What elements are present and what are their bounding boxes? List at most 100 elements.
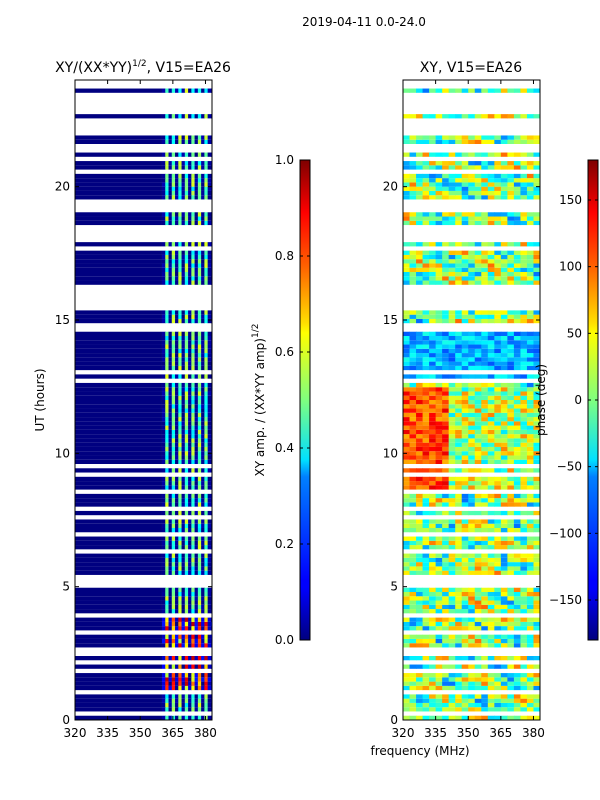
amplitude-cell [165, 173, 170, 179]
phase-cbar-tick-label: −50 [557, 460, 582, 474]
phase-cell [468, 634, 476, 639]
amplitude-cell [191, 195, 196, 200]
phase-cell [474, 212, 482, 217]
amplitude-cell [161, 553, 166, 558]
phase-cell [416, 434, 424, 439]
amplitude-cell [207, 694, 212, 699]
amplitude-cell [165, 540, 170, 546]
phase-cell [520, 348, 528, 354]
amplitude-cell [207, 344, 212, 349]
phase-cell [416, 587, 424, 592]
phase-cell [409, 212, 417, 217]
amplitude-cell [194, 609, 199, 614]
phase-cell [442, 553, 450, 558]
amplitude-cell [171, 621, 176, 627]
phase-cell [500, 318, 508, 324]
phase-cell [481, 361, 489, 366]
phase-cell [481, 365, 489, 371]
amplitude-cell [165, 272, 170, 277]
amplitude-cell [201, 353, 205, 358]
amplitude-cell [204, 310, 209, 315]
phase-cell [409, 365, 417, 371]
amplitude-cell [178, 165, 183, 170]
phase-cell [422, 314, 430, 319]
amplitude-cell [161, 152, 166, 157]
amplitude-cell [188, 656, 192, 661]
phase-cell [533, 331, 540, 336]
phase-cell [429, 685, 437, 691]
amplitude-cell [201, 587, 205, 592]
phase-cell [474, 626, 482, 631]
phase-cell [416, 715, 424, 720]
amplitude-cell [161, 438, 166, 443]
amplitude-cell [188, 681, 192, 686]
amplitude-cell [201, 400, 205, 405]
phase-cell [409, 536, 417, 541]
phase-cell [468, 429, 476, 435]
phase-cell [435, 681, 443, 686]
amplitude-cell [168, 656, 173, 661]
phase-cell [494, 429, 502, 435]
phase-cell [468, 481, 476, 486]
phase-cell [494, 698, 502, 703]
phase-cell [409, 685, 417, 691]
amplitude-cell [181, 442, 186, 447]
amplitude-cell [210, 195, 212, 200]
phase-cell [442, 242, 450, 247]
amplitude-cell [194, 523, 199, 528]
phase-cell [448, 88, 456, 93]
phase-cell [487, 280, 495, 285]
amplitude-cell [197, 707, 202, 712]
amplitude-cell [204, 540, 209, 546]
phase-cell [520, 442, 528, 447]
amplitude-cell [191, 161, 196, 166]
amplitude-cell [204, 276, 209, 281]
phase-cell [474, 259, 482, 264]
amplitude-cell [188, 408, 192, 413]
amplitude-cell [210, 707, 212, 712]
amplitude-cell [161, 481, 166, 486]
phase-cell [513, 220, 521, 226]
amplitude-cell [188, 348, 192, 354]
phase-cell [468, 604, 476, 610]
phase-cell [461, 357, 469, 362]
phase-cell [416, 557, 424, 563]
phase-cell [481, 220, 489, 226]
amplitude-cell [184, 182, 189, 187]
amplitude-cell [191, 387, 196, 392]
amplitude-cell [168, 263, 173, 268]
amplitude-cell [168, 557, 173, 563]
phase-cell [474, 702, 482, 708]
amplitude-cell [191, 340, 196, 345]
phase-cell [481, 314, 489, 319]
phase-cell [500, 621, 508, 627]
phase-cell [487, 664, 495, 669]
amplitude-cell [201, 536, 205, 541]
phase-cell [442, 638, 450, 644]
amplitude-cell [191, 540, 196, 546]
phase-cell [468, 391, 476, 396]
phase-cell [429, 587, 437, 592]
amplitude-cell [204, 314, 209, 319]
phase-cell [429, 596, 437, 601]
phase-cell [474, 592, 482, 597]
amplitude-cell [184, 318, 189, 324]
phase-cell [455, 510, 463, 516]
phase-cell [513, 698, 521, 703]
phase-cell [403, 681, 411, 686]
phase-cell [474, 220, 482, 226]
amplitude-cell [201, 493, 205, 499]
phase-cell [461, 451, 469, 456]
phase-cell [435, 553, 443, 558]
amplitude-cell [197, 553, 202, 558]
phase-cell [461, 382, 469, 388]
phase-cell [422, 540, 430, 546]
phase-cell [500, 664, 508, 669]
phase-cell [403, 216, 411, 221]
figure-suptitle: 2019-04-11 0.0-24.0 [302, 15, 426, 29]
phase-cell [487, 702, 495, 708]
amplitude-cell [161, 408, 166, 413]
phase-cell [409, 404, 417, 409]
amplitude-cell [181, 357, 186, 362]
phase-cell [494, 634, 502, 639]
